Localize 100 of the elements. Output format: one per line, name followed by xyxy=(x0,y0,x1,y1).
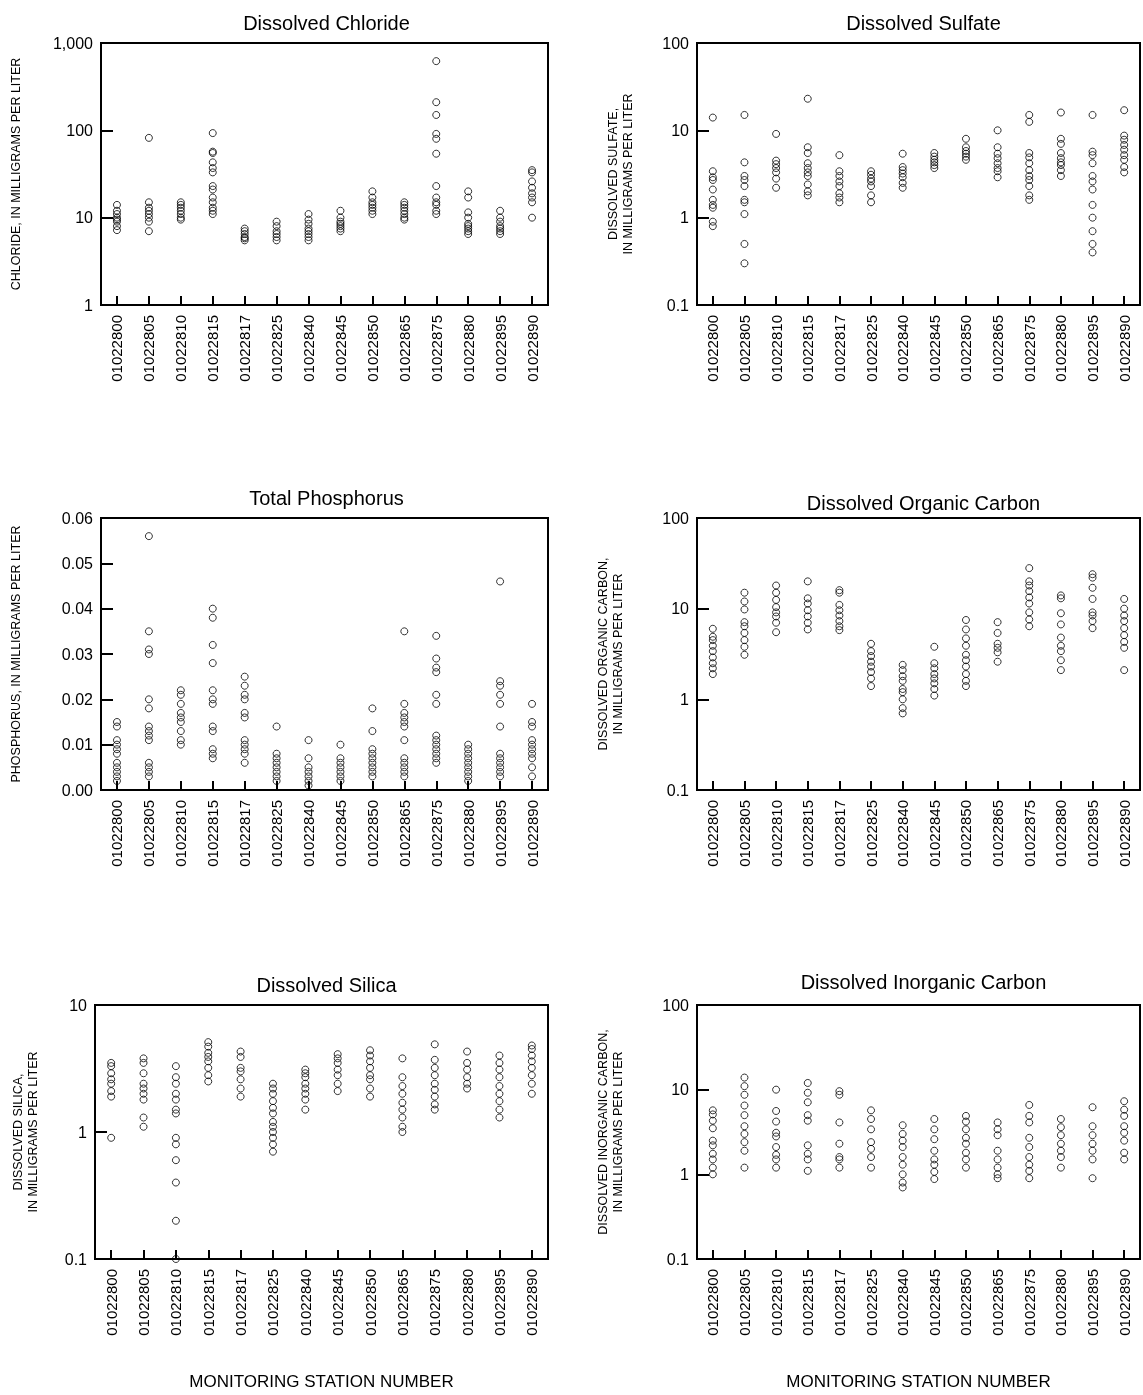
x-tick-label: 01022875 xyxy=(1020,800,1038,867)
x-tick-label: 01022800 xyxy=(108,800,126,867)
x-tick-label: 01022817 xyxy=(830,1269,848,1336)
y-tick-label: 1,000 xyxy=(52,34,94,52)
x-tick-label: 01022817 xyxy=(830,800,848,867)
x-tick-label: 01022890 xyxy=(1115,800,1133,867)
y-tick-label: 100 xyxy=(66,121,94,139)
x-tick-label: 01022880 xyxy=(459,315,477,382)
x-tick-label: 01022890 xyxy=(523,800,541,867)
x-tick-label: 01022890 xyxy=(523,315,541,382)
x-tick-label: 01022810 xyxy=(172,315,190,382)
x-tick-label: 01022825 xyxy=(268,315,286,382)
x-tick-label: 01022895 xyxy=(490,1269,508,1336)
y-tick-label: 0.04 xyxy=(61,600,94,618)
x-tick-label: 01022805 xyxy=(735,800,753,867)
x-tick-label: 01022890 xyxy=(523,1269,541,1336)
chart-title: Total Phosphorus xyxy=(249,487,404,509)
x-tick-label: 01022845 xyxy=(329,1269,347,1336)
x-tick-label: 01022800 xyxy=(704,315,722,382)
y-tick-label: 100 xyxy=(662,509,690,527)
x-tick-label: 01022880 xyxy=(1052,800,1070,867)
y-tick-label: 1 xyxy=(78,1123,88,1141)
y-tick-label: 1 xyxy=(680,1165,690,1183)
x-tick-label: 01022800 xyxy=(108,315,126,382)
x-tick-label: 01022840 xyxy=(296,1269,314,1336)
x-tick-label: 01022845 xyxy=(331,315,349,382)
x-tick-label: 01022815 xyxy=(799,315,817,382)
y-tick-label: 0.01 xyxy=(61,736,94,754)
y-axis-title: PHOSPHORUS, IN MILLIGRAMS PER LITER xyxy=(8,525,23,783)
x-tick-label: 01022865 xyxy=(393,1269,411,1336)
x-tick-label: 01022845 xyxy=(925,1269,943,1336)
y-tick-label: 0.00 xyxy=(61,781,94,799)
y-tick-label: 0.1 xyxy=(64,1250,88,1268)
x-tick-label: 01022810 xyxy=(767,1269,785,1336)
x-tick-label: 01022850 xyxy=(957,315,975,382)
y-tick-label: 0.05 xyxy=(61,554,94,572)
x-tick-label: 01022810 xyxy=(767,800,785,867)
x-tick-label: 01022880 xyxy=(1052,315,1070,382)
x-tick-label: 01022880 xyxy=(459,800,477,867)
y-tick-label: 10 xyxy=(671,1081,690,1099)
x-tick-label: 01022840 xyxy=(894,315,912,382)
x-tick-label: 01022815 xyxy=(799,1269,817,1336)
x-tick-label: 01022805 xyxy=(140,800,158,867)
x-tick-label: 01022817 xyxy=(232,1269,250,1336)
y-tick-label: 1 xyxy=(680,209,690,227)
chart-title: Dissolved Inorganic Carbon xyxy=(800,971,1047,993)
x-tick-label: 01022815 xyxy=(799,800,817,867)
y-tick-label: 0.1 xyxy=(666,296,690,314)
x-tick-label: 01022865 xyxy=(989,800,1007,867)
x-tick-label: 01022815 xyxy=(204,315,222,382)
chart-title: Dissolved Organic Carbon xyxy=(806,492,1041,514)
x-tick-label: 01022880 xyxy=(458,1269,476,1336)
y-tick-label: 0.1 xyxy=(666,1250,690,1268)
x-tick-label: 01022840 xyxy=(894,800,912,867)
x-tick-label: 01022850 xyxy=(363,315,381,382)
x-tick-label: 01022805 xyxy=(735,1269,753,1336)
x-tick-label: 01022865 xyxy=(395,800,413,867)
x-tick-label: 01022825 xyxy=(862,1269,880,1336)
x-tick-label: 01022825 xyxy=(862,315,880,382)
x-tick-label: 01022810 xyxy=(172,800,190,867)
x-tick-label: 01022840 xyxy=(894,1269,912,1336)
x-axis-title: MONITORING STATION NUMBER xyxy=(786,1372,1051,1391)
x-tick-label: 01022850 xyxy=(957,1269,975,1336)
chart-title: Dissolved Chloride xyxy=(243,12,410,34)
x-tick-label: 01022875 xyxy=(427,800,445,867)
x-tick-label: 01022815 xyxy=(204,800,222,867)
y-tick-label: 10 xyxy=(69,996,88,1014)
x-tick-label: 01022825 xyxy=(268,800,286,867)
y-tick-label: 0.03 xyxy=(61,645,94,663)
x-tick-label: 01022895 xyxy=(491,315,509,382)
x-tick-label: 01022845 xyxy=(331,800,349,867)
y-tick-label: 10 xyxy=(671,121,690,139)
y-tick-label: 100 xyxy=(662,34,690,52)
x-tick-label: 01022850 xyxy=(363,800,381,867)
chart-title: Dissolved Sulfate xyxy=(846,12,1001,34)
x-tick-label: 01022895 xyxy=(1084,1269,1102,1336)
x-tick-label: 01022865 xyxy=(989,315,1007,382)
x-tick-label: 01022840 xyxy=(300,315,318,382)
x-tick-label: 01022800 xyxy=(704,800,722,867)
y-tick-label: 10 xyxy=(671,600,690,618)
x-tick-label: 01022865 xyxy=(395,315,413,382)
x-tick-label: 01022845 xyxy=(925,800,943,867)
y-axis-title: DISSOLVED SILICA, IN MILLIGRAMS PER LITER xyxy=(10,1051,40,1213)
x-tick-label: 01022880 xyxy=(1052,1269,1070,1336)
y-tick-label: 0.02 xyxy=(61,690,94,708)
x-tick-label: 01022805 xyxy=(735,315,753,382)
x-tick-label: 01022815 xyxy=(199,1269,217,1336)
x-tick-label: 01022817 xyxy=(830,315,848,382)
x-tick-label: 01022875 xyxy=(1020,1269,1038,1336)
x-tick-label: 01022817 xyxy=(236,800,254,867)
x-tick-label: 01022875 xyxy=(427,315,445,382)
x-tick-label: 01022817 xyxy=(236,315,254,382)
x-tick-label: 01022850 xyxy=(361,1269,379,1336)
x-tick-label: 01022825 xyxy=(264,1269,282,1336)
x-tick-label: 01022845 xyxy=(925,315,943,382)
x-tick-label: 01022895 xyxy=(1084,315,1102,382)
x-tick-label: 01022810 xyxy=(167,1269,185,1336)
chart-title: Dissolved Silica xyxy=(256,974,398,996)
x-tick-label: 01022895 xyxy=(1084,800,1102,867)
x-axis-title: MONITORING STATION NUMBER xyxy=(189,1372,454,1391)
